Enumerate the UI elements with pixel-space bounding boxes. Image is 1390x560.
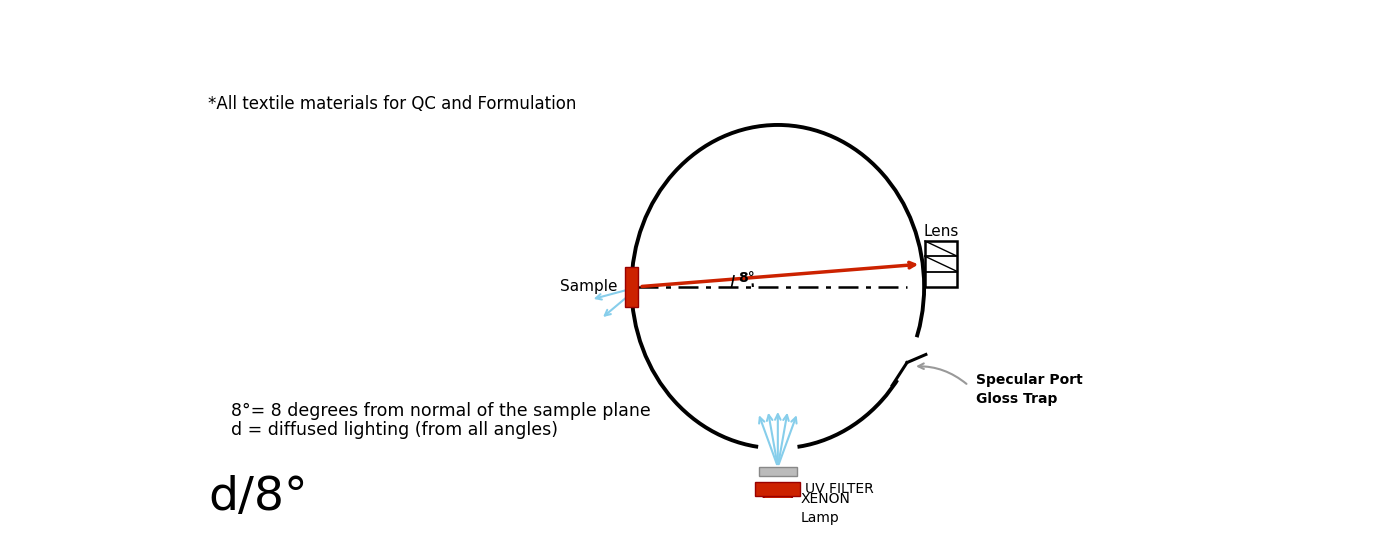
Text: d = diffused lighting (from all angles): d = diffused lighting (from all angles)	[231, 421, 559, 440]
Bar	[924, 241, 958, 287]
Text: 8°: 8°	[738, 271, 755, 285]
Text: 8°= 8 degrees from normal of the sample plane: 8°= 8 degrees from normal of the sample …	[231, 402, 651, 420]
Text: Lens: Lens	[923, 224, 959, 239]
Bar	[626, 267, 638, 307]
Text: d/8°: d/8°	[208, 475, 307, 520]
Text: *All textile materials for QC and Formulation: *All textile materials for QC and Formul…	[208, 95, 577, 113]
Ellipse shape	[763, 488, 792, 514]
Text: XENON
Lamp: XENON Lamp	[801, 492, 851, 525]
Text: Sample: Sample	[560, 279, 617, 294]
Bar	[759, 467, 796, 476]
Text: UV FILTER: UV FILTER	[805, 482, 873, 496]
Text: Specular Port
Gloss Trap: Specular Port Gloss Trap	[976, 374, 1083, 405]
Bar	[756, 482, 801, 496]
